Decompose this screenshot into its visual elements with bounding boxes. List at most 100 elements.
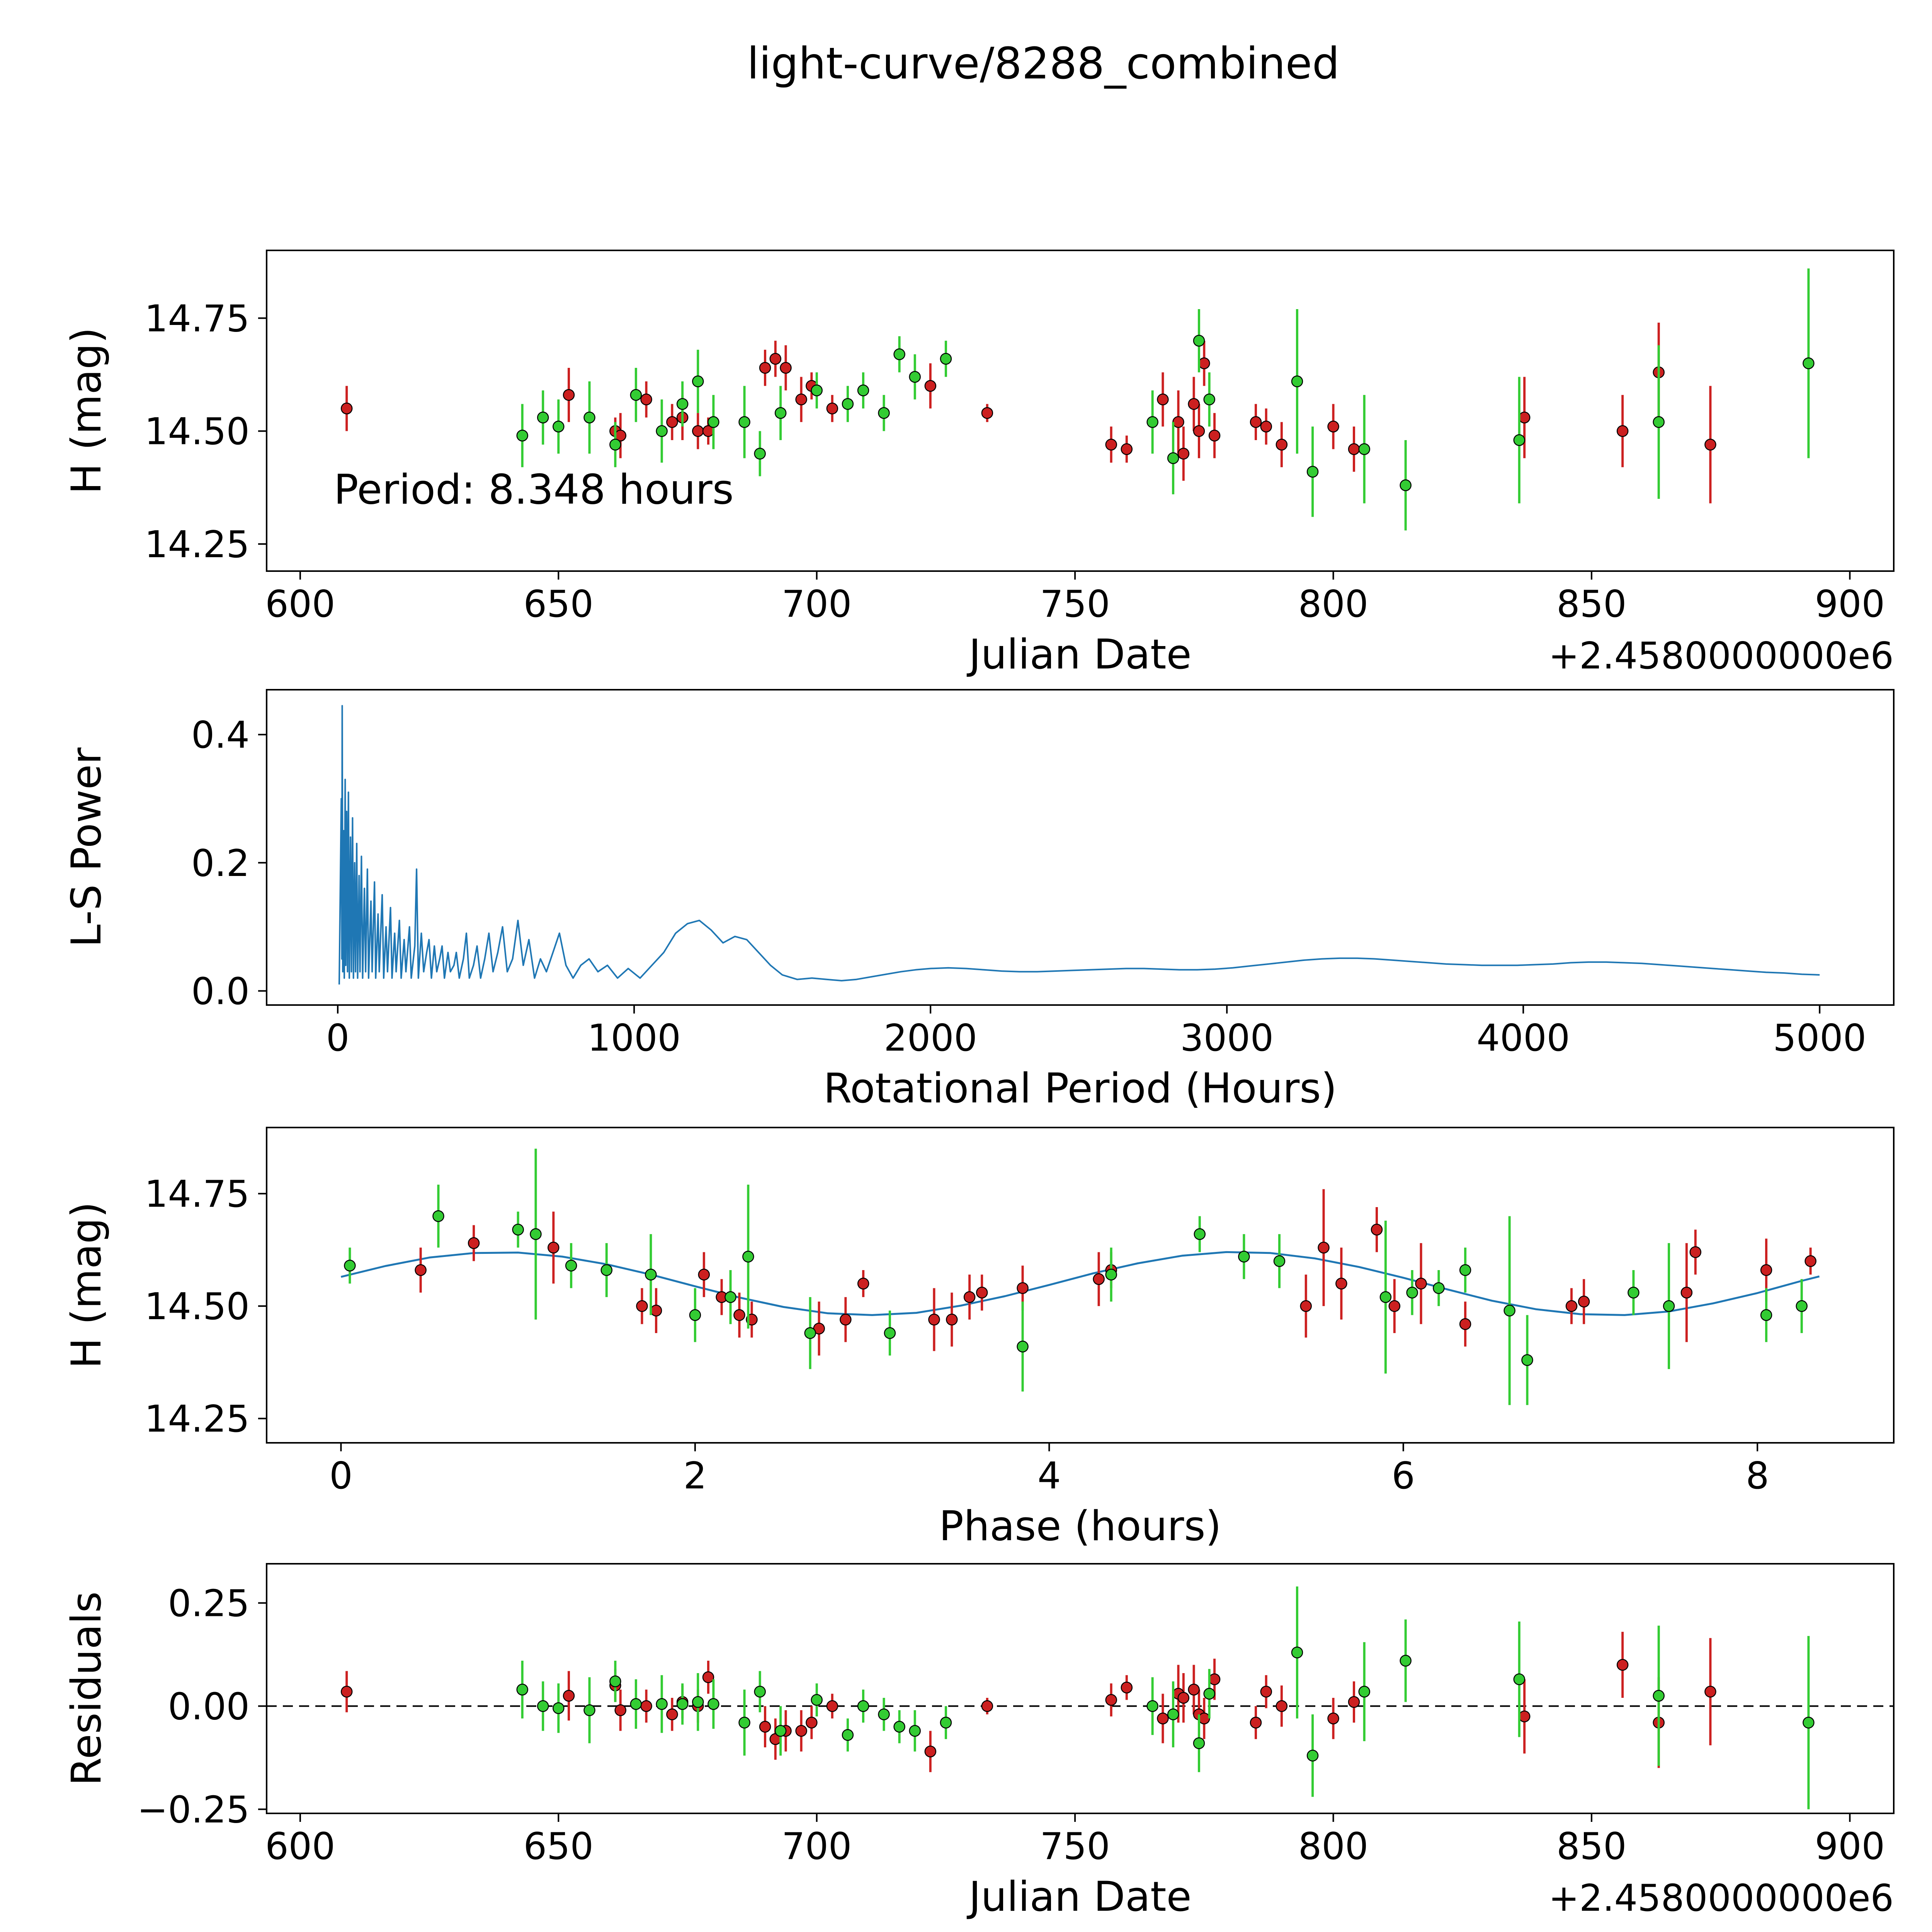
data-point [650,1304,662,1317]
panel-periodogram: 0 1000 2000 3000 4000 5000 0.0 0.2 0.4 Rotational… [63,689,1895,1112]
data-point [645,1269,657,1281]
data-point [1760,1264,1772,1276]
data-point [1291,375,1303,388]
data-point [692,375,704,388]
data-point [1433,1282,1445,1294]
y-tick-label: 14.75 [145,298,250,340]
data-point [1105,1269,1117,1281]
data-point [1238,1250,1250,1263]
x-tick-label: 850 [1556,1825,1626,1868]
x-tick-label: 0 [329,1455,352,1497]
data-point [516,1684,528,1696]
data-point [1157,1713,1169,1725]
data-point [702,1671,714,1683]
axes-frame [266,689,1895,1006]
periodogram-line [338,705,1820,985]
data-point [1704,1685,1716,1698]
x-tick-label: 750 [1040,583,1110,626]
data-point [1335,1277,1347,1290]
data-point [976,1286,988,1299]
data-point [795,393,807,406]
data-point [1194,1228,1206,1240]
series-red-observations [340,323,1716,503]
data-point [1177,447,1190,460]
data-point [1167,452,1179,464]
data-point [1371,1223,1383,1236]
x-tick-label: 2 [684,1455,707,1497]
data-point [1400,1655,1412,1667]
data-point [1146,416,1158,428]
data-point [1208,1673,1221,1685]
x-tick-label: 5000 [1773,1017,1866,1060]
data-point [1521,1354,1533,1366]
residuals-ylabel: Residuals [63,1592,110,1786]
data-point [754,1685,766,1698]
data-point [804,1327,816,1339]
data-point [1017,1340,1029,1353]
data-point [1804,1255,1816,1267]
data-point [940,353,952,365]
data-point [609,1675,621,1687]
data-point [1157,393,1169,406]
data-point [1578,1296,1590,1308]
data-point [344,1260,356,1272]
x-tick-label: 600 [265,583,335,626]
data-point [1250,1716,1262,1729]
data-point [909,1725,921,1737]
data-point [1513,434,1526,446]
x-tick-label: 900 [1815,1825,1885,1868]
data-point [583,412,595,423]
data-point [1260,420,1272,433]
data-point [1273,1255,1286,1267]
data-point [548,1242,560,1254]
data-point [1193,335,1205,347]
data-point [563,1690,575,1702]
data-point [656,1698,668,1710]
data-point [537,1700,549,1712]
y-tick-label: −0.25 [137,1789,250,1831]
series-green-residuals [516,1586,1815,1810]
data-point [656,425,668,437]
data-point [1628,1286,1639,1299]
data-point [1348,1696,1360,1708]
data-point [857,1277,869,1290]
data-point [1503,1304,1515,1317]
axes-frame [266,250,1895,572]
x-tick-label: 3000 [1180,1017,1274,1060]
data-point [1358,1685,1371,1698]
data-point [1121,443,1133,455]
y-tick-label: 0.00 [168,1685,250,1728]
data-point [981,407,993,419]
y-tick-label: 0.25 [168,1582,250,1625]
axes-frame [266,1563,1895,1814]
data-point [1260,1685,1272,1698]
data-point [1704,439,1716,451]
data-point [1146,1700,1158,1712]
x-tick-label: 650 [524,583,594,626]
data-point [707,1698,719,1710]
axes-frame [266,1127,1895,1444]
data-point [1327,420,1339,433]
data-point [707,416,719,428]
panel-phase: 0 2 4 6 8 14.25 14.50 14.75 Phase (hours) H (mag) [63,1127,1895,1550]
data-point [530,1228,542,1240]
data-point [1663,1300,1675,1312]
data-point [512,1223,524,1236]
data-point [733,1309,745,1321]
data-point [698,1269,710,1281]
data-point [1300,1300,1312,1312]
x-tick-label: 650 [524,1825,594,1868]
data-point [666,416,678,428]
lightcurve-xlabel: Julian Date [966,631,1192,678]
lightcurve-ylabel: H (mag) [63,327,110,494]
data-point [826,1700,838,1712]
data-point [738,1716,750,1729]
data-point [1306,1750,1319,1762]
data-point [676,1698,689,1710]
data-point [759,362,771,374]
data-point [1680,1286,1693,1299]
data-point [537,412,549,423]
data-point [1348,443,1360,455]
data-point [614,1704,626,1716]
data-point [1193,425,1205,437]
